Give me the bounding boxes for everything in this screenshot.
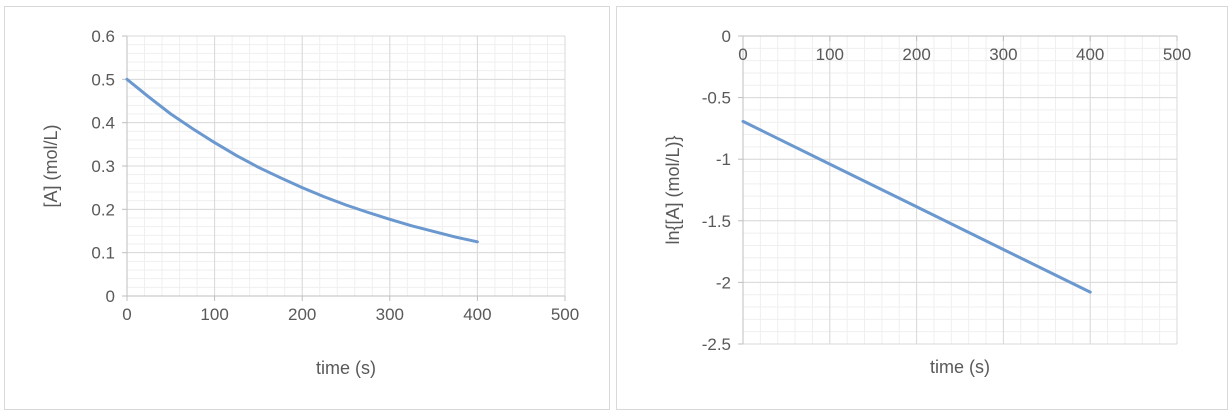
x-tick-label: 300 [989,45,1017,64]
x-tick-label: 0 [738,45,747,64]
x-tick-label: 400 [463,305,491,324]
major-grid [126,35,566,297]
y-tick-label: -1 [716,150,731,169]
y-tick-label: 0.6 [91,27,115,46]
chart-panel-concentration: 0 100 200 300 400 500 0 0.1 0.2 0.3 0.4 0.5 0.6 time … [4,6,610,410]
y-axis-title: [A] (mol/L) [41,124,61,207]
y-tick-label: -0.5 [702,89,731,108]
y-tick-label: 0.3 [91,157,115,176]
y-tick-label: 0.1 [91,244,115,263]
series-line [125,77,479,244]
chart-panel-log-concentration: 0 100 200 300 400 500 0 -0.5 -1 -1.5 -2 -2.5 time (s… [616,6,1228,410]
y-tick-label: -2.5 [702,335,731,354]
series-line [741,119,1092,294]
y-axis-title: ln{[A] (mol/L)} [663,135,683,244]
x-tick-label: 400 [1076,45,1104,64]
x-tick-label: 200 [288,305,316,324]
y-tick-label: 0.5 [91,70,115,89]
y-tick-label: -2 [716,273,731,292]
y-tick-label: -1.5 [702,212,731,231]
chart-log-concentration: 0 100 200 300 400 500 0 -0.5 -1 -1.5 -2 -2.5 time (s… [663,27,1191,377]
y-tick-label: 0 [722,27,731,46]
x-axis-title: time (s) [930,357,990,377]
y-tick-label: 0 [106,287,115,306]
chart-concentration: 0 100 200 300 400 500 0 0.1 0.2 0.3 0.4 0.5 0.6 time … [41,27,579,378]
x-axis-title: time (s) [316,358,376,378]
y-tick-label: 0.4 [91,114,115,133]
x-tick-label: 500 [1163,45,1191,64]
minor-grid [742,35,1178,345]
x-tick-label: 300 [376,305,404,324]
x-tick-label: 100 [816,45,844,64]
x-tick-label: 200 [902,45,930,64]
x-tick-label: 100 [200,305,228,324]
x-tick-label: 0 [122,305,131,324]
y-tick-label: 0.2 [91,200,115,219]
x-tick-label: 500 [551,305,579,324]
major-grid [742,35,1178,345]
